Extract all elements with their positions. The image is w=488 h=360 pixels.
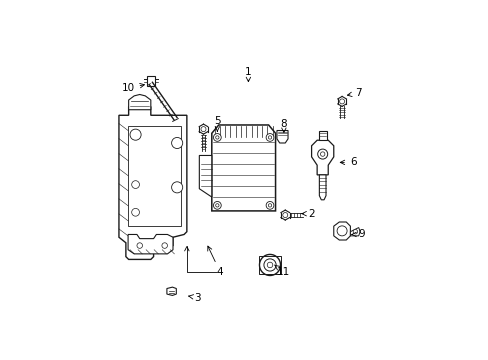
Polygon shape [199, 156, 211, 197]
Polygon shape [146, 76, 155, 86]
Circle shape [268, 204, 271, 207]
Text: 5: 5 [214, 116, 220, 131]
Polygon shape [311, 140, 333, 175]
Polygon shape [119, 102, 186, 260]
Circle shape [131, 208, 139, 216]
Text: 4: 4 [207, 246, 223, 277]
Polygon shape [333, 222, 350, 240]
Circle shape [213, 202, 221, 209]
Polygon shape [166, 287, 176, 296]
Text: 6: 6 [340, 157, 356, 167]
Circle shape [339, 99, 344, 104]
Text: 9: 9 [351, 229, 364, 239]
Circle shape [264, 259, 276, 271]
Polygon shape [319, 175, 325, 200]
Circle shape [259, 255, 280, 275]
Circle shape [268, 136, 271, 139]
Circle shape [162, 243, 167, 248]
Circle shape [215, 204, 219, 207]
Text: 11: 11 [274, 265, 290, 277]
Polygon shape [350, 228, 359, 236]
Text: 7: 7 [346, 88, 361, 98]
Polygon shape [128, 234, 173, 254]
Circle shape [267, 262, 272, 268]
Polygon shape [128, 94, 150, 110]
Text: 2: 2 [302, 209, 314, 219]
Text: 10: 10 [122, 83, 144, 93]
Circle shape [317, 149, 327, 159]
Polygon shape [318, 131, 326, 140]
Circle shape [282, 212, 287, 217]
Text: 1: 1 [244, 67, 251, 82]
Circle shape [265, 134, 273, 141]
Text: 3: 3 [188, 293, 201, 303]
Circle shape [320, 152, 324, 156]
Polygon shape [276, 131, 287, 143]
Circle shape [213, 134, 221, 141]
Text: 8: 8 [280, 118, 286, 132]
Circle shape [201, 127, 205, 132]
Circle shape [131, 181, 139, 188]
Circle shape [137, 243, 142, 248]
Circle shape [336, 226, 346, 236]
Polygon shape [211, 125, 275, 211]
Circle shape [171, 182, 183, 193]
Circle shape [130, 129, 141, 140]
Circle shape [215, 136, 219, 139]
Circle shape [171, 138, 183, 149]
Circle shape [352, 229, 357, 234]
Circle shape [265, 202, 273, 209]
